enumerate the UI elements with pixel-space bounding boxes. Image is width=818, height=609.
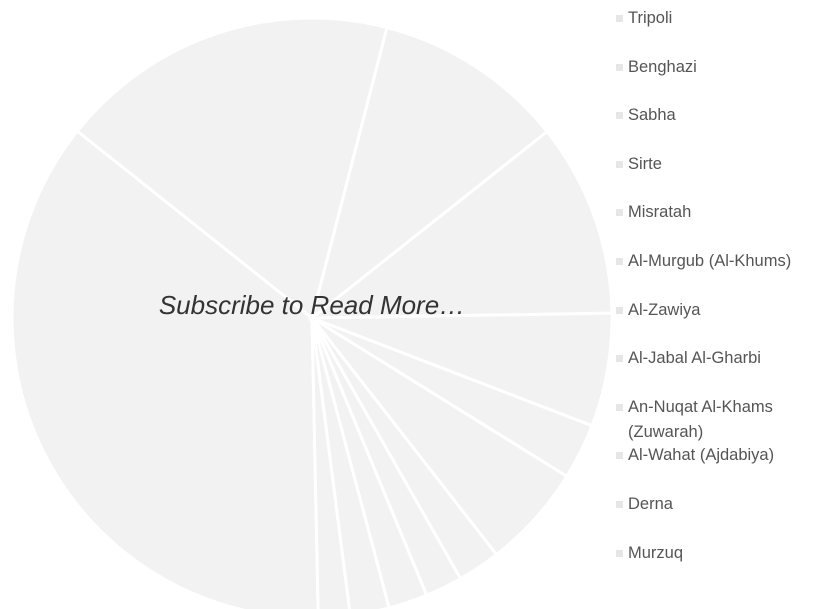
pie-slice xyxy=(310,317,351,609)
legend-item: Tripoli xyxy=(616,6,806,31)
legend-swatch xyxy=(616,112,623,120)
legend-label: Murzuq xyxy=(628,543,684,562)
pie-slice xyxy=(75,16,389,321)
legend-swatch xyxy=(616,452,623,460)
pie-slice xyxy=(310,317,391,609)
legend-label: An-Nuqat Al-Khams (Zuwarah) xyxy=(628,397,773,441)
legend-item: Al-Zawiya xyxy=(616,298,806,323)
legend-label: Sabha xyxy=(628,106,676,125)
legend-swatch xyxy=(616,209,623,217)
pie-slice xyxy=(10,129,320,609)
overlay-text: Subscribe to Read More… xyxy=(158,290,466,320)
legend-swatch xyxy=(616,258,623,265)
legend-label: Misratah xyxy=(628,203,692,222)
legend-label: Al-Jabal Al-Gharbi xyxy=(628,349,761,368)
legend-swatch xyxy=(616,160,623,168)
legend-item: Misratah xyxy=(616,200,806,225)
legend-item: An-Nuqat Al-Khams (Zuwarah) xyxy=(616,395,806,445)
legend-item: Al-Jabal Al-Gharbi xyxy=(616,346,806,371)
legend-item: Al-Wahat (Ajdabiya) xyxy=(616,443,806,468)
legend-label: Tripoli xyxy=(628,9,673,27)
legend-item: Derna xyxy=(616,492,806,517)
legend-swatch xyxy=(616,501,623,508)
legend-swatch xyxy=(616,403,623,411)
legend-swatch xyxy=(616,306,623,314)
legend-swatch xyxy=(616,549,623,557)
pie-slice xyxy=(307,129,614,320)
legend-item: Sabha xyxy=(616,103,806,128)
legend-item: Murzuq xyxy=(616,541,806,566)
legend-label: Al-Wahat (Ajdabiya) xyxy=(628,446,775,465)
legend-item: Al-Murgub (Al-Khums) xyxy=(616,249,806,274)
pie-slice xyxy=(309,25,550,322)
legend-label: Benghazi xyxy=(628,57,697,76)
legend-item: Benghazi xyxy=(616,55,806,80)
legend-label: Derna xyxy=(628,495,673,513)
legend-label: Sirte xyxy=(628,154,662,173)
legend-swatch xyxy=(616,63,623,71)
legend-label: Al-Murgub (Al-Khums) xyxy=(628,252,792,270)
legend-swatch xyxy=(616,15,623,22)
legend-swatch xyxy=(616,355,623,363)
legend-label: Al-Zawiya xyxy=(628,300,701,319)
legend-item: Sirte xyxy=(616,152,806,177)
